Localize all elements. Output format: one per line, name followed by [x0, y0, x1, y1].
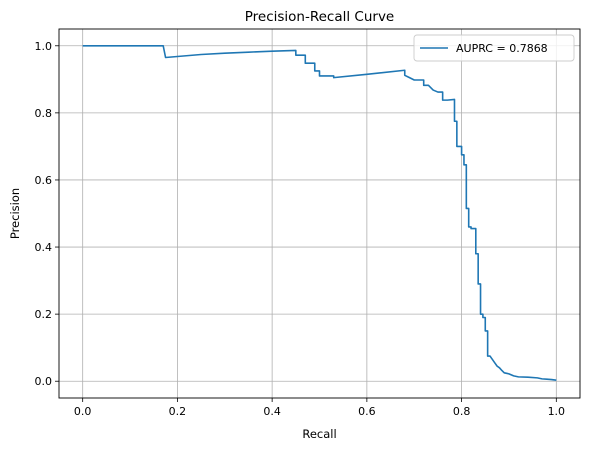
x-tick-label: 1.0 [548, 405, 566, 418]
plot-frame [58, 28, 581, 399]
y-tick-label: 0.4 [35, 241, 53, 254]
legend-box [413, 34, 575, 62]
x-tick-label: 0.8 [453, 405, 471, 418]
y-tick-label: 0.6 [35, 174, 53, 187]
y-tick-label: 1.0 [35, 40, 53, 53]
grid [59, 29, 580, 398]
y-tick-label: 0.8 [35, 107, 53, 120]
x-tick-label: 0.6 [358, 405, 376, 418]
y-tick-label: 0.2 [35, 308, 53, 321]
legend-entry-label: AUPRC = 0.7868 [456, 42, 548, 55]
legend: AUPRC = 0.7868 [413, 34, 575, 62]
series-layer [82, 44, 557, 382]
x-axis-label: Recall [302, 427, 336, 441]
x-tick-label: 0.2 [169, 405, 187, 418]
x-tick-label: 0.4 [263, 405, 281, 418]
y-axis-ticks: 0.0 0.2 0.4 0.6 0.8 1.0 [35, 40, 59, 388]
y-tick-label: 0.0 [35, 375, 53, 388]
x-tick-label: 0.0 [74, 405, 92, 418]
chart-title: Precision-Recall Curve [245, 9, 395, 25]
y-axis-label: Precision [8, 188, 22, 239]
x-axis-ticks: 0.0 0.2 0.4 0.6 0.8 1.0 [74, 398, 565, 418]
pr-curve-line [82, 44, 557, 382]
